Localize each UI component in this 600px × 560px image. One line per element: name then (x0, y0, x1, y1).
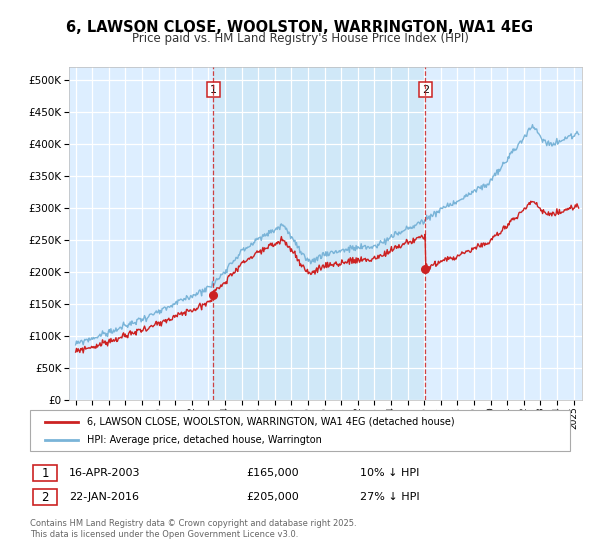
Text: 22-JAN-2016: 22-JAN-2016 (69, 492, 139, 502)
Text: 1: 1 (210, 85, 217, 95)
Text: 27% ↓ HPI: 27% ↓ HPI (360, 492, 419, 502)
Text: 2: 2 (422, 85, 429, 95)
Text: 6, LAWSON CLOSE, WOOLSTON, WARRINGTON, WA1 4EG: 6, LAWSON CLOSE, WOOLSTON, WARRINGTON, W… (67, 20, 533, 35)
Text: 2: 2 (41, 491, 49, 504)
Text: £205,000: £205,000 (246, 492, 299, 502)
Text: HPI: Average price, detached house, Warrington: HPI: Average price, detached house, Warr… (87, 435, 322, 445)
Text: 6, LAWSON CLOSE, WOOLSTON, WARRINGTON, WA1 4EG (detached house): 6, LAWSON CLOSE, WOOLSTON, WARRINGTON, W… (87, 417, 455, 427)
Text: 1: 1 (41, 466, 49, 480)
Text: Contains HM Land Registry data © Crown copyright and database right 2025.
This d: Contains HM Land Registry data © Crown c… (30, 519, 356, 539)
Text: £165,000: £165,000 (246, 468, 299, 478)
Bar (213, 67, 425, 400)
Text: 10% ↓ HPI: 10% ↓ HPI (360, 468, 419, 478)
Text: 16-APR-2003: 16-APR-2003 (69, 468, 140, 478)
Text: Price paid vs. HM Land Registry's House Price Index (HPI): Price paid vs. HM Land Registry's House … (131, 32, 469, 45)
